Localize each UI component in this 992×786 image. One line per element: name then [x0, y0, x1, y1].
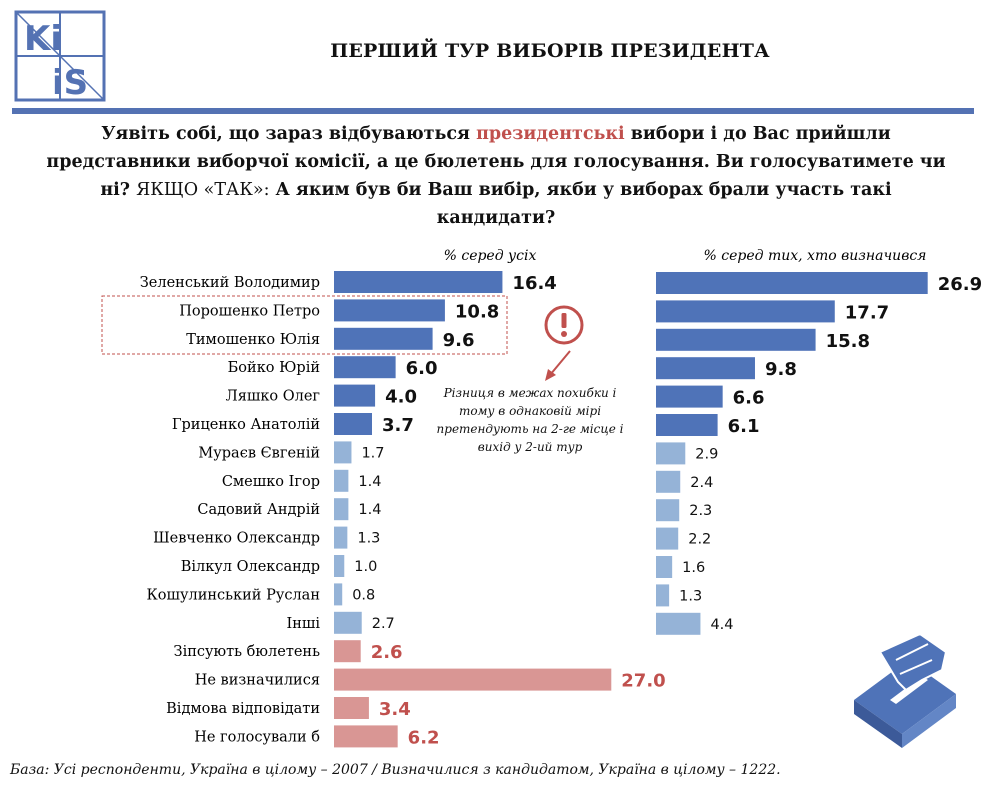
category-label: Кошулинський Руслан [147, 587, 320, 603]
question-part-3: ЯКЩО «ТАК»: [136, 180, 270, 200]
data-label-left: 27.0 [621, 671, 665, 692]
data-label-left: 9.6 [443, 330, 475, 351]
data-label-right: 2.4 [690, 475, 713, 491]
data-label-right: 6.1 [728, 416, 760, 437]
bar-left [334, 583, 343, 606]
data-label-right: 2.2 [688, 532, 711, 548]
category-label: Бойко Юрій [228, 360, 320, 376]
data-label-left: 4.0 [385, 387, 417, 408]
bar-right [656, 414, 718, 436]
bar-right [656, 612, 701, 635]
chart-right-subtitle: % серед тих, хто визначився [704, 248, 927, 264]
bar-right [656, 385, 723, 408]
bar-left [334, 469, 349, 492]
data-label-left: 1.0 [354, 559, 377, 575]
question-highlight: президентські [476, 124, 625, 144]
category-label: Шевченко Олександр [153, 531, 320, 547]
category-label: Інші [286, 616, 320, 632]
data-label-right: 6.6 [733, 388, 765, 409]
bar-right [656, 357, 755, 380]
bar-left [334, 555, 345, 577]
bar-right [656, 442, 686, 465]
category-label: Не голосували б [194, 729, 320, 745]
kiis-logo-icon: Ki iS [14, 10, 106, 103]
question-text: Уявіть собі, що зараз відбуваються прези… [40, 120, 952, 232]
data-label-left: 2.6 [371, 642, 403, 663]
data-label-right: 9.8 [765, 359, 797, 380]
data-label-right: 26.9 [938, 274, 982, 295]
category-label: Вілкул Олександр [181, 559, 320, 575]
bar-left [334, 668, 612, 691]
title-rule [12, 108, 974, 114]
data-label-right: 2.9 [695, 446, 718, 462]
bar-left [334, 640, 361, 663]
category-label: Порошенко Петро [179, 303, 320, 319]
data-label-left: 1.4 [358, 474, 381, 490]
category-label: Не визначилися [195, 673, 320, 689]
exclamation-icon [544, 305, 584, 381]
margin-of-error-note: Різниця в межах похибки і тому в однаков… [436, 386, 624, 454]
footnote: База: Усі респонденти, Україна в цілому … [10, 762, 781, 778]
bar-left [334, 526, 348, 549]
bar-right [656, 499, 680, 522]
highlight-box [101, 295, 508, 355]
data-label-right: 2.3 [689, 503, 712, 519]
bar-left [334, 413, 372, 435]
bar-right [656, 272, 928, 294]
bar-left [334, 611, 362, 634]
category-label: Ляшко Олег [226, 389, 320, 405]
chart-left-subtitle: % серед усіх [444, 248, 537, 264]
category-label: Тимошенко Юлія [186, 332, 320, 348]
bar-right [656, 527, 679, 550]
data-label-left: 1.3 [357, 531, 380, 547]
bar-right [656, 584, 670, 607]
question-part-4: А яким був би Ваш вибір, якби у виборах … [269, 180, 892, 228]
data-label-left: 1.4 [358, 502, 381, 518]
data-label-right: 17.7 [845, 302, 889, 323]
category-label: Садовий Андрій [197, 502, 320, 518]
question-part-1: Уявіть собі, що зараз відбуваються [101, 124, 477, 144]
category-label: Зеленський Володимир [140, 275, 320, 291]
bar-right [656, 556, 673, 578]
bar-left [334, 441, 352, 464]
category-label: Смешко Ігор [222, 474, 320, 490]
page-title: ПЕРШИЙ ТУР ВИБОРІВ ПРЕЗИДЕНТА [330, 40, 770, 62]
bar-right [656, 328, 816, 351]
logo-text-top: Ki [24, 19, 62, 59]
category-label: Мураєв Євгеній [198, 445, 320, 461]
bar-left [334, 299, 445, 322]
data-label-left: 1.7 [361, 445, 384, 461]
data-label-left: 6.0 [406, 358, 438, 379]
data-label-left: 6.2 [408, 727, 440, 748]
bar-left [334, 697, 369, 719]
data-label-right: 1.6 [682, 560, 705, 576]
ballot-box-icon [854, 632, 956, 748]
category-label: Гриценко Анатолій [172, 417, 320, 433]
data-label-right: 4.4 [710, 617, 733, 633]
bar-left [334, 327, 433, 350]
data-label-left: 3.7 [382, 415, 414, 436]
bar-left [334, 356, 396, 379]
data-label-left: 16.4 [512, 273, 556, 294]
data-label-right: 15.8 [826, 331, 870, 352]
category-label: Зіпсують бюлетень [174, 644, 321, 660]
data-label-left: 2.7 [372, 616, 395, 632]
question-part-2: вибори і до Вас прийшли представники виб… [46, 124, 946, 200]
data-label-left: 10.8 [455, 301, 499, 322]
data-label-right: 1.3 [679, 588, 702, 604]
data-label-left: 3.4 [379, 699, 411, 720]
logo-text-bottom: iS [52, 63, 88, 103]
data-label-left: 0.8 [352, 587, 375, 603]
bar-left [334, 498, 349, 521]
bar-left [334, 271, 503, 293]
bar-right [656, 300, 835, 323]
bar-right [656, 470, 681, 493]
bar-left [334, 384, 376, 407]
category-label: Відмова відповідати [166, 701, 320, 717]
bar-left [334, 725, 398, 748]
